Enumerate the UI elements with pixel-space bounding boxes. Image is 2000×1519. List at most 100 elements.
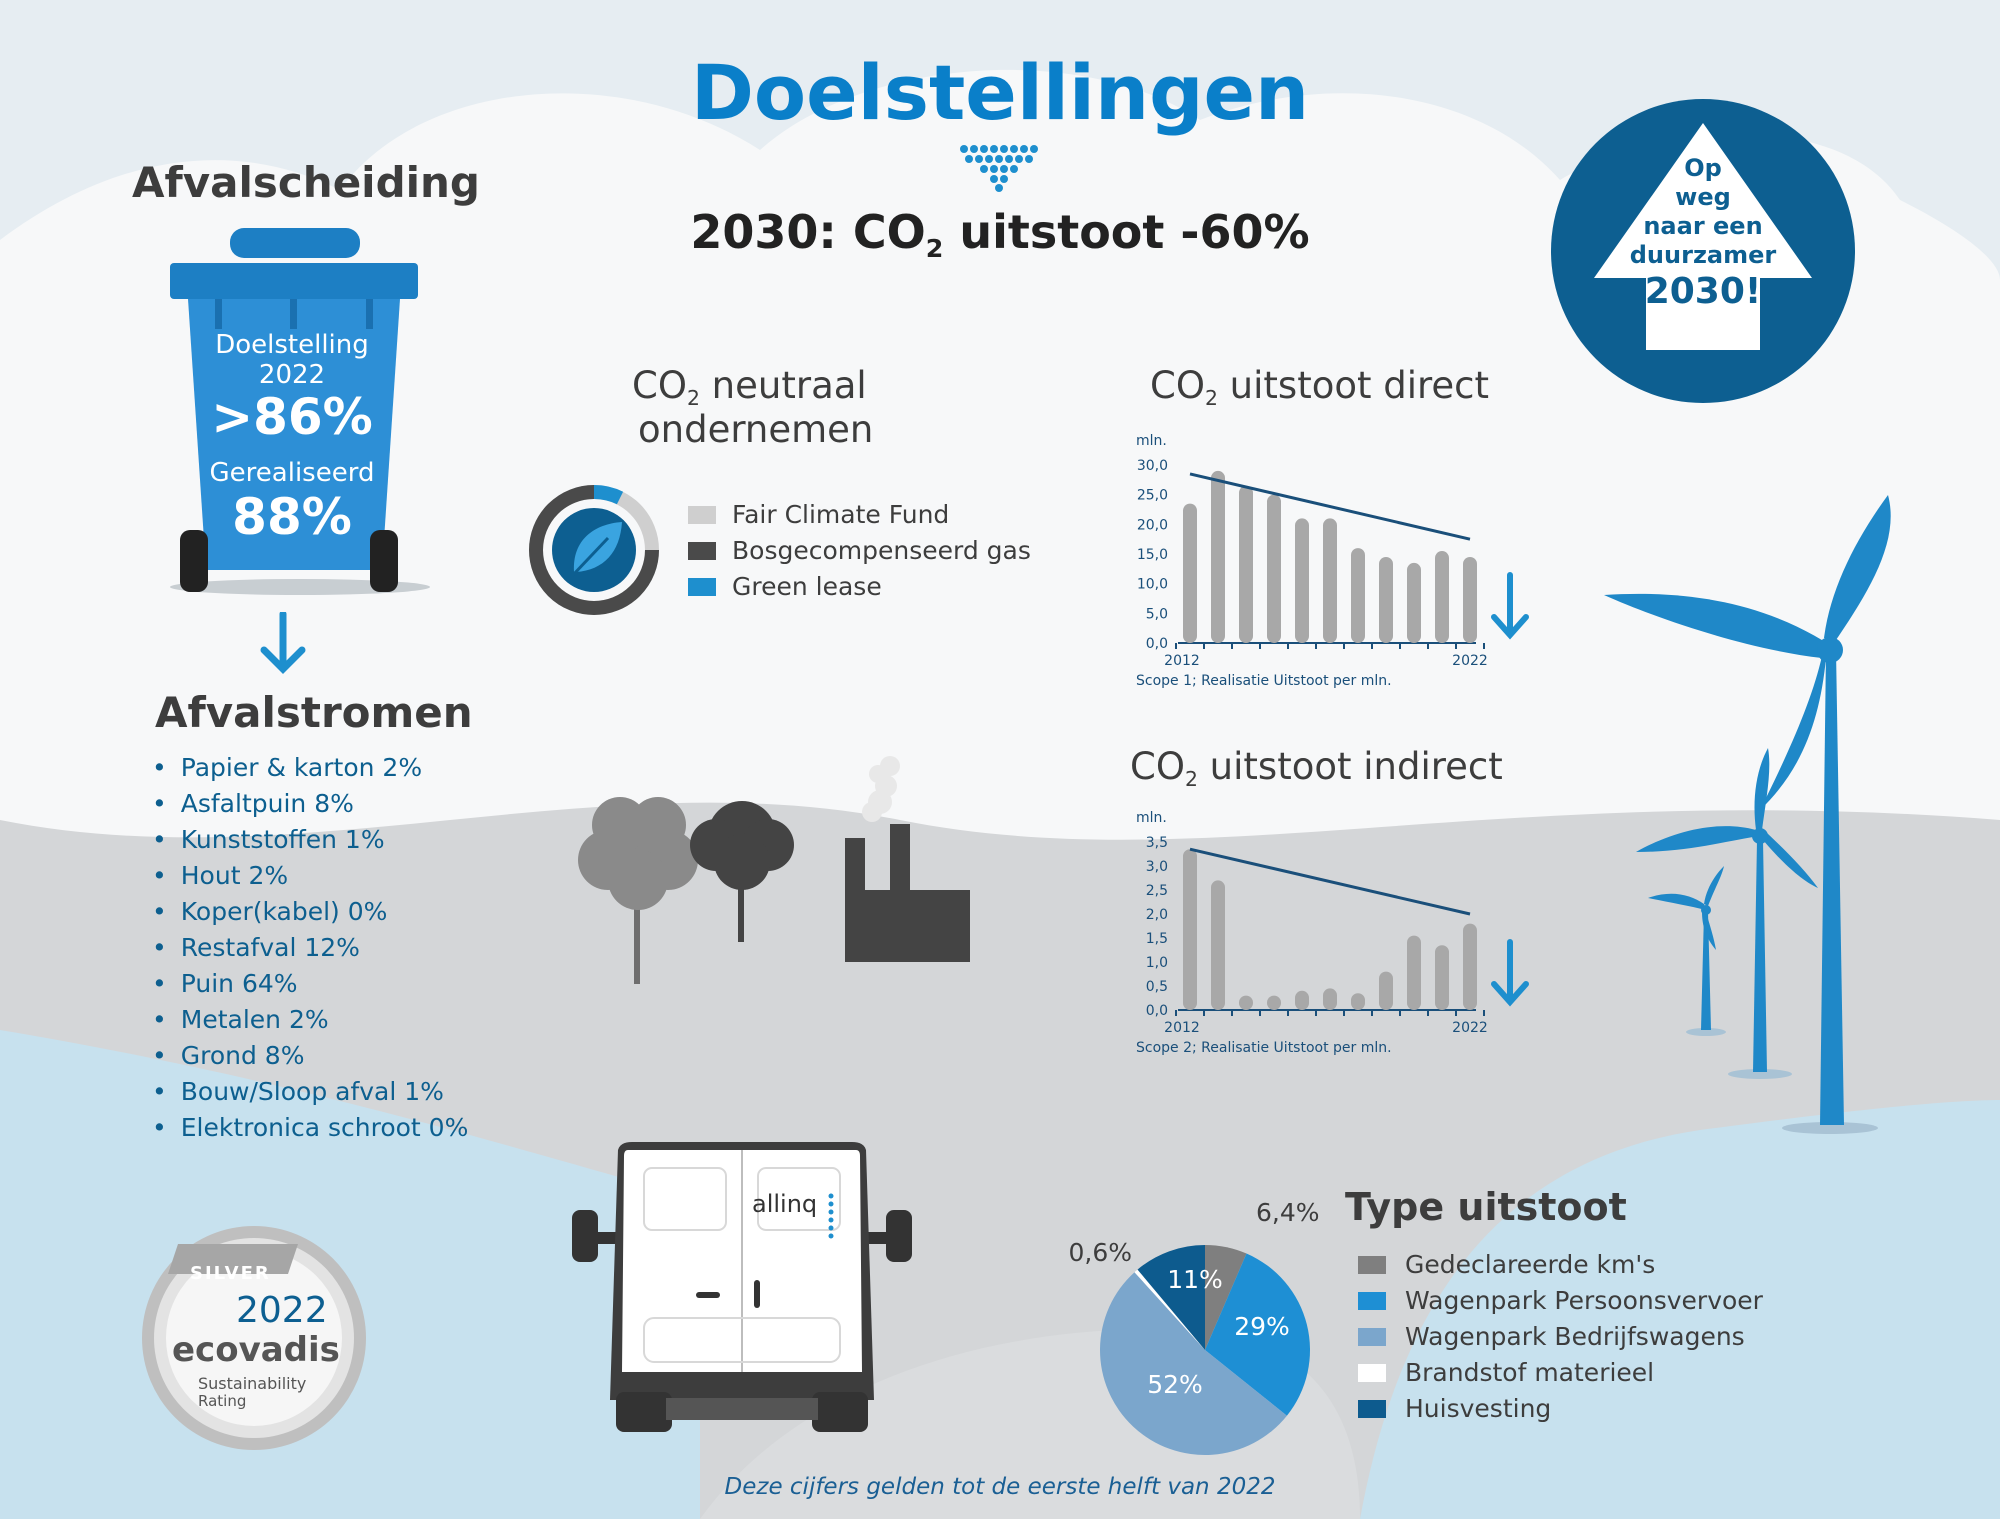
- y-tick-label: 2,0: [1146, 907, 1168, 923]
- chart-direct-title: CO2 uitstoot direct: [1150, 364, 1490, 411]
- bar: [1183, 503, 1197, 643]
- bar: [1379, 556, 1393, 643]
- pie-legend-label: Wagenpark Persoonsvervoer: [1405, 1286, 1763, 1315]
- ecovadis-medal: [142, 1226, 366, 1450]
- badge-text: Op weg naar een duurzamer 2030!: [1629, 154, 1777, 312]
- neutraal-legend-label: Fair Climate Fund: [732, 500, 950, 529]
- y-tick-label: 0,5: [1146, 979, 1168, 995]
- pie-legend-label: Wagenpark Bedrijfswagens: [1405, 1322, 1745, 1351]
- y-tick-label: 5,0: [1146, 606, 1168, 622]
- bar: [1463, 923, 1477, 1010]
- x-start-label: 2012: [1164, 1020, 1200, 1036]
- afvalstromen-list: Papier & karton 2%Asfaltpuin 8%Kunststof…: [152, 750, 469, 1146]
- bar: [1351, 548, 1365, 643]
- afvalstroom-item: Papier & karton 2%: [152, 750, 468, 786]
- pie-legend-label: Gedeclareerde km's: [1405, 1250, 1656, 1279]
- leaf-donut-icon: [529, 484, 659, 615]
- pie-legend-swatch: [1358, 1400, 1386, 1418]
- pie-legend-swatch: [1358, 1364, 1386, 1382]
- waste-bin-icon: [170, 228, 430, 595]
- pie-slice: [1205, 1253, 1310, 1416]
- pie-chart: [1100, 1245, 1310, 1455]
- dots-arrow-icon: [960, 145, 1038, 192]
- bar: [1295, 990, 1309, 1010]
- afvalstroom-item: Metalen 2%: [152, 1002, 468, 1038]
- afvalstroom-item: Hout 2%: [152, 858, 468, 894]
- neutraal-legend-swatch: [688, 506, 716, 524]
- bar: [1435, 551, 1449, 643]
- trees-factory-illustration: [578, 756, 970, 984]
- bar: [1295, 518, 1309, 643]
- bin-realized-label: Gerealiseerd: [209, 458, 375, 488]
- pie-value-label: 52%: [1147, 1370, 1203, 1399]
- bar: [1183, 849, 1197, 1010]
- ecovadis-medal-label: SILVER: [190, 1263, 271, 1284]
- bar: [1211, 880, 1225, 1010]
- co2-goal-heading: 2030: CO2 uitstoot -60%: [690, 205, 1310, 263]
- y-tick-label: 0,0: [1146, 1003, 1168, 1019]
- down-arrow-icon: [1491, 939, 1529, 1007]
- afvalstroom-item: Koper(kabel) 0%: [152, 894, 468, 930]
- afvalstroom-item: Restafval 12%: [152, 930, 468, 966]
- pie-slice: [1134, 1269, 1205, 1350]
- chart-indirect-title: CO2 uitstoot indirect: [1130, 745, 1503, 792]
- bin-target-year: 2022: [258, 360, 326, 390]
- pie-value-label: 11%: [1167, 1265, 1223, 1294]
- bin-realized-value: 88%: [232, 488, 352, 546]
- pie-legend-swatch: [1358, 1256, 1386, 1274]
- ecovadis-line1: Sustainability: [198, 1374, 307, 1393]
- y-tick-label: 10,0: [1137, 577, 1168, 593]
- chart-caption: Scope 1; Realisatie Uitstoot per mln.: [1136, 673, 1392, 689]
- neutraal-legend-label: Green lease: [732, 572, 882, 601]
- y-tick-label: 1,0: [1146, 955, 1168, 971]
- x-end-label: 2022: [1452, 1020, 1488, 1036]
- bar: [1239, 485, 1253, 643]
- badge-circle: [1551, 99, 1855, 403]
- bar: [1323, 518, 1337, 643]
- chart-caption: Scope 2; Realisatie Uitstoot per mln.: [1136, 1040, 1392, 1056]
- y-tick-label: 1,5: [1146, 931, 1168, 947]
- afvalstroom-item: Puin 64%: [152, 966, 468, 1002]
- pie-legend-swatch: [1358, 1328, 1386, 1346]
- neutraal-legend-swatch: [688, 578, 716, 596]
- y-tick-label: 15,0: [1137, 547, 1168, 563]
- bin-target-label: Doelstelling: [215, 330, 369, 360]
- wind-turbines-illustration: [1604, 495, 1891, 1134]
- x-end-label: 2022: [1452, 653, 1488, 669]
- trend-line: [1189, 847, 1471, 916]
- pie-legend-label: Brandstof materieel: [1405, 1358, 1655, 1387]
- pie-slice: [1137, 1245, 1205, 1350]
- y-unit-label: mln.: [1136, 810, 1167, 826]
- y-tick-label: 3,0: [1146, 859, 1168, 875]
- chart-indirect: mln. 0,0 0,5 1,0 1,5 2,0 2,5 3,0 3,5 2012 2022 Scop…: [1136, 810, 1529, 1056]
- afvalstroom-item: Kunststoffen 1%: [152, 822, 468, 858]
- pie-legend-swatch: [1358, 1292, 1386, 1310]
- bar: [1435, 945, 1449, 1010]
- bar: [1267, 494, 1281, 643]
- chart-direct: mln. 0,0 5,0 10,0 15,0 20,0 25,0 30,0 2012 2022 Sc…: [1136, 433, 1529, 689]
- bar: [1379, 971, 1393, 1010]
- ecovadis-brand: ecovadis: [172, 1330, 340, 1370]
- bar: [1351, 993, 1365, 1010]
- bar: [1267, 995, 1281, 1010]
- y-tick-label: 2,5: [1146, 883, 1168, 899]
- pie-value-label: 0,6%: [1068, 1238, 1132, 1267]
- y-tick-label: 25,0: [1137, 488, 1168, 504]
- neutraal-legend-swatch: [688, 542, 716, 560]
- footer-note: Deze cijfers gelden tot de eerste helft …: [724, 1474, 1276, 1500]
- bin-target-value: >86%: [211, 388, 373, 446]
- bar: [1407, 562, 1421, 643]
- ecovadis-year: 2022: [236, 1290, 328, 1331]
- bar: [1407, 935, 1421, 1010]
- afvalstroom-item: Grond 8%: [152, 1038, 468, 1074]
- y-unit-label: mln.: [1136, 433, 1167, 449]
- down-arrow-icon: [1491, 572, 1529, 640]
- y-tick-label: 3,5: [1146, 835, 1168, 851]
- pie-legend-label: Huisvesting: [1405, 1394, 1552, 1423]
- trend-line: [1189, 472, 1471, 541]
- y-tick-label: 20,0: [1137, 517, 1168, 533]
- y-tick-label: 30,0: [1137, 458, 1168, 474]
- y-tick-label: 0,0: [1146, 636, 1168, 652]
- afvalstroom-item: Elektronica schroot 0%: [152, 1110, 469, 1146]
